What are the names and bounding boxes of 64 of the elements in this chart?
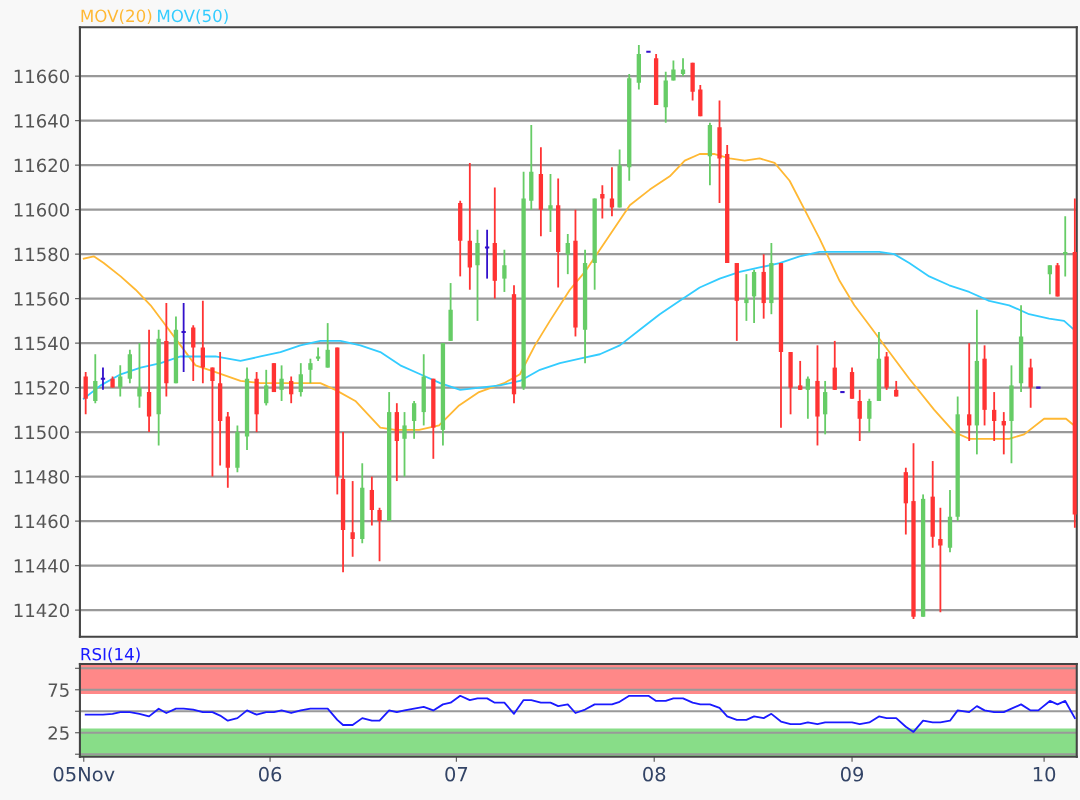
candlestick [832, 339, 837, 391]
candlestick [298, 362, 303, 398]
candlestick [938, 506, 943, 614]
candlestick [411, 400, 417, 440]
x-tick-label: 10 [1033, 766, 1056, 782]
candlestick [475, 228, 480, 322]
text: MOV(50) [158, 9, 228, 25]
candlestick [137, 342, 142, 409]
candlestick [502, 248, 507, 293]
candlestick [118, 364, 123, 398]
candlestick [377, 506, 382, 563]
candlestick [671, 59, 676, 82]
x-tick-label: 07 [445, 766, 468, 782]
candlestick [83, 371, 88, 416]
candlestick [402, 411, 407, 478]
candlestick [867, 397, 872, 434]
candlestick [805, 375, 811, 420]
candlestick [1028, 357, 1033, 409]
candlestick [264, 368, 269, 407]
candlestick [279, 364, 284, 402]
candlestick [180, 302, 187, 373]
text: RSI(14) [81, 647, 140, 663]
candlestick [191, 324, 196, 382]
candlestick [325, 322, 330, 369]
candlestick [798, 360, 803, 391]
candlestick [744, 273, 749, 322]
candlestick [289, 375, 294, 405]
x-tick-label: 06 [258, 766, 282, 782]
y-tick-label: 11560 [14, 292, 69, 306]
text: MOV(20) [81, 9, 152, 25]
candlestick [350, 480, 355, 558]
y-tick-label: 11620 [14, 158, 69, 173]
y-tick-label: 11640 [14, 114, 69, 128]
candlestick [308, 357, 313, 385]
x-tick-label: 09 [840, 766, 864, 782]
candlestick [1047, 264, 1053, 296]
y-tick-label: 11600 [14, 203, 69, 217]
candlestick [822, 380, 828, 436]
line-series [82, 153, 1075, 440]
y-tick-label: 11440 [14, 559, 69, 573]
y-tick-label: 11660 [14, 69, 69, 84]
candlestick [93, 353, 98, 405]
y-tick-label: 11420 [14, 603, 69, 618]
y-tick-label: 11500 [14, 425, 69, 440]
candlestick [369, 475, 375, 527]
line-series [82, 251, 1075, 400]
y-tick-label: 11480 [14, 470, 69, 484]
candlestick [210, 366, 215, 478]
candlestick [600, 184, 605, 220]
candlestick [992, 391, 997, 442]
y-tick-label: 75 [48, 683, 69, 697]
y-tick-label: 25 [48, 726, 69, 740]
candlestick [548, 173, 553, 233]
candlestick [565, 233, 570, 276]
x-tick-label: 08 [643, 766, 666, 782]
y-tick-label: 11540 [14, 336, 69, 351]
y-tick-label: 11580 [14, 247, 69, 262]
candlestick [857, 388, 862, 442]
y-tick-label: 11460 [14, 514, 69, 529]
candlestick [967, 342, 972, 442]
y-tick-label: 11520 [14, 381, 69, 395]
x-tick-label: 05Nov [53, 766, 115, 782]
candlestick [200, 299, 206, 385]
line-series [84, 694, 1076, 733]
